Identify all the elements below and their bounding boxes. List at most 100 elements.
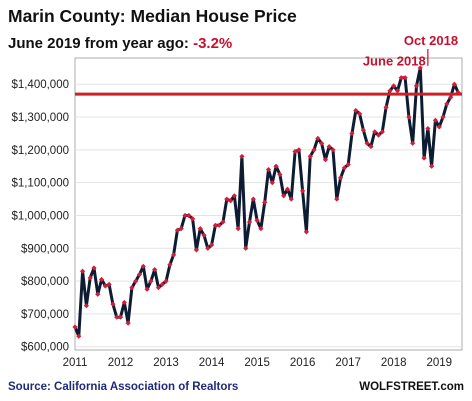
data-point: [98, 276, 105, 283]
data-point: [432, 117, 439, 123]
data-point: [413, 83, 420, 89]
data-point: [125, 320, 131, 326]
data-point: [224, 196, 230, 202]
data-point: [201, 232, 207, 238]
data-point: [159, 281, 165, 287]
chart-subtitle-change: -3.2%: [193, 35, 232, 52]
data-point: [398, 75, 404, 81]
data-point: [360, 127, 366, 133]
plot-frame: [74, 57, 463, 351]
plot-border: [74, 57, 463, 351]
x-tick-label: 2012: [108, 357, 134, 369]
data-point: [421, 155, 427, 161]
data-point: [429, 163, 435, 169]
data-point: [133, 278, 139, 284]
data-point: [140, 263, 146, 269]
y-tick-label: $700,000: [21, 309, 69, 321]
data-point: [262, 199, 268, 205]
data-point: [288, 196, 294, 202]
data-point: [258, 226, 264, 232]
data-point: [322, 157, 329, 163]
x-tick-label: 2011: [63, 357, 88, 369]
data-point: [303, 229, 310, 235]
x-tick-label: 2019: [426, 357, 452, 369]
data-point: [387, 88, 393, 94]
x-tick-label: 2013: [153, 357, 179, 369]
data-point: [205, 245, 211, 251]
data-point: [440, 114, 446, 120]
data-point: [72, 324, 78, 330]
y-tick-label: $1,200,000: [11, 145, 69, 157]
data-point: [212, 222, 218, 228]
data-point: [148, 278, 154, 284]
data-point: [334, 196, 340, 202]
data-point: [300, 188, 306, 194]
source-note: Source: California Association of Realto…: [8, 381, 238, 393]
data-point: [197, 226, 203, 232]
data-point: [345, 162, 351, 168]
x-tick-label: 2017: [335, 357, 361, 369]
data-point: [182, 212, 188, 219]
data-point: [152, 267, 158, 273]
data-point: [277, 171, 283, 178]
data-point: [410, 140, 416, 146]
y-tick-label: $800,000: [21, 276, 69, 288]
data-point: [383, 104, 389, 110]
data-point: [114, 314, 120, 320]
y-tick-label: $1,000,000: [11, 210, 69, 222]
data-point: [174, 227, 181, 233]
data-point: [337, 175, 344, 181]
y-tick-label: $1,300,000: [11, 112, 69, 124]
brand-label: WOLFSTREET.com: [359, 381, 464, 393]
data-point: [391, 83, 397, 89]
data-point: [235, 226, 241, 232]
data-point: [448, 94, 454, 100]
data-point: [368, 143, 374, 150]
x-tick-label: 2018: [381, 357, 407, 369]
data-point: [171, 252, 177, 258]
annotations: June 2018 Oct 2018: [363, 33, 458, 69]
chart-subtitle-prefix: June 2019 from year ago:: [8, 35, 193, 52]
x-axis-tick-labels: 2011 2012 2013 2014 2015 2016 2017 2018 2019: [63, 357, 452, 369]
data-point: [330, 147, 336, 153]
data-point: [284, 186, 291, 192]
chart-title: Marin County: Median House Price: [8, 6, 297, 26]
data-point: [136, 271, 143, 278]
data-point: [193, 247, 200, 253]
data-point: [167, 262, 173, 268]
data-point: [178, 226, 184, 232]
data-point: [417, 65, 423, 71]
data-point: [265, 166, 272, 173]
data-point: [353, 107, 359, 114]
data-point: [319, 140, 325, 146]
data-point: [250, 196, 256, 202]
data-point: [216, 222, 222, 228]
data-point: [144, 286, 150, 292]
data-point: [129, 285, 135, 291]
data-point: [269, 180, 275, 186]
data-point: [273, 163, 279, 169]
annotation-oct-2018: Oct 2018: [404, 33, 458, 48]
data-point: [190, 216, 196, 222]
data-markers: [72, 65, 461, 339]
data-point: [394, 88, 401, 94]
data-point: [208, 242, 215, 248]
data-point: [307, 153, 313, 160]
x-tick-label: 2015: [244, 357, 270, 369]
data-point: [375, 132, 382, 138]
data-point: [155, 285, 162, 291]
data-point: [402, 75, 408, 81]
data-point: [76, 333, 82, 339]
data-point: [326, 143, 332, 150]
data-point: [349, 130, 355, 137]
data-point: [436, 124, 442, 130]
data-point: [227, 198, 234, 204]
data-point: [239, 153, 245, 160]
data-point: [444, 101, 450, 107]
data-point: [315, 135, 321, 141]
data-point: [379, 129, 385, 135]
data-point: [292, 148, 298, 155]
data-point: [425, 125, 431, 132]
x-tick-label: 2014: [199, 357, 225, 369]
